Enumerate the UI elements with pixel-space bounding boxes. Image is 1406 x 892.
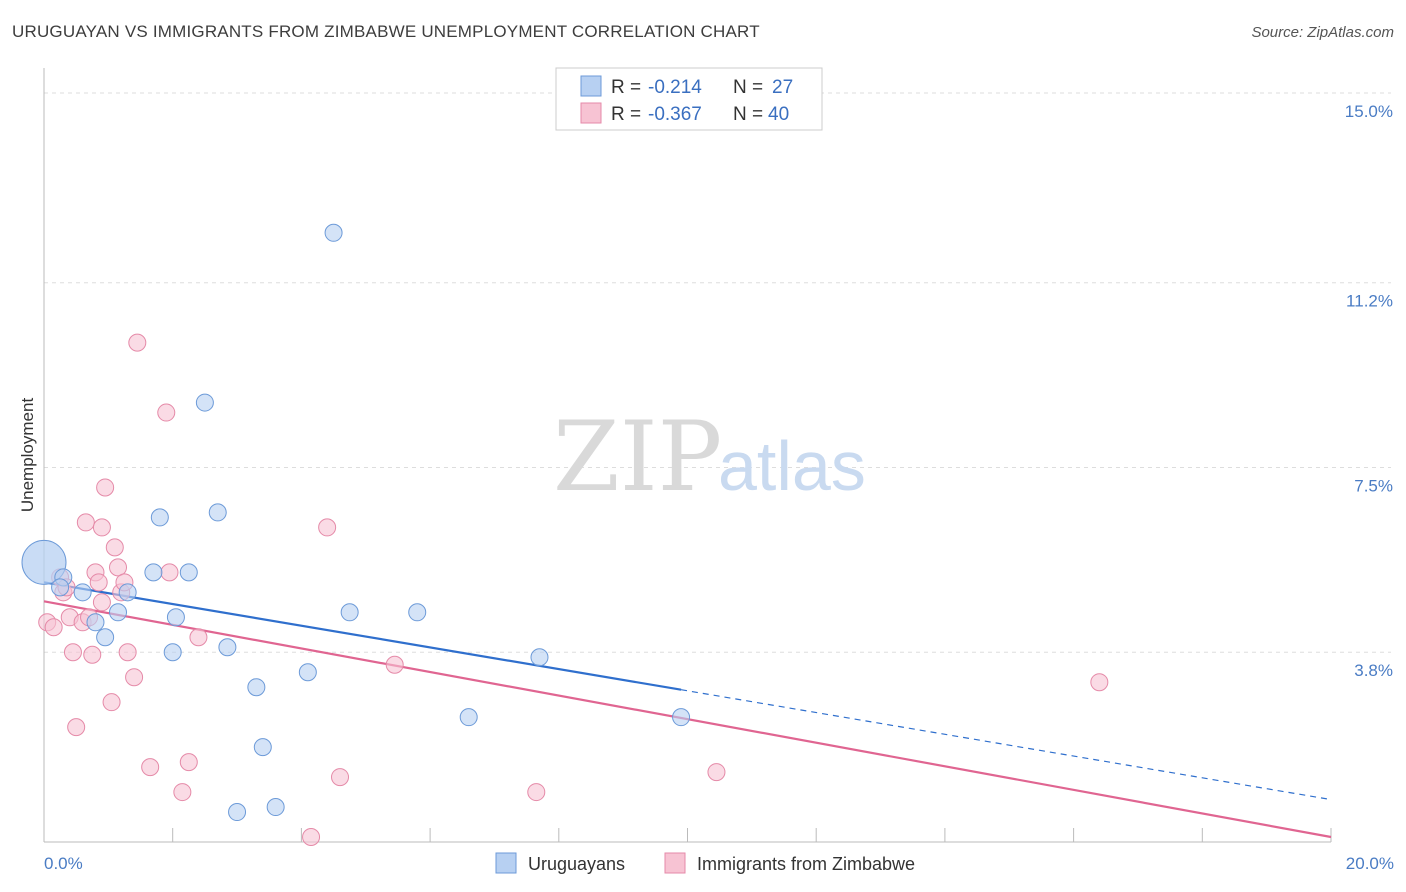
point-zimbabwe-37 — [1090, 673, 1109, 692]
point-uruguayans-9 — [150, 508, 169, 527]
point-uruguayans-10 — [163, 643, 182, 662]
point-zimbabwe-15 — [92, 518, 111, 537]
legend-n-label-2: N = — [733, 104, 763, 125]
y-tick-label-2: 11.2% — [1346, 292, 1393, 311]
y-axis-label: Unemployment — [18, 398, 37, 513]
watermark-atlas: atlas — [718, 427, 866, 505]
point-zimbabwe-17 — [102, 693, 121, 712]
y-tick-label-3: 15.0% — [1345, 102, 1393, 121]
point-zimbabwe-33 — [331, 768, 350, 787]
point-uruguayans-18 — [228, 803, 247, 822]
point-uruguayans-26 — [672, 708, 691, 727]
point-uruguayans-20 — [298, 663, 317, 682]
point-zimbabwe-30 — [189, 628, 208, 647]
legend-r-value-1: -0.214 — [648, 77, 702, 98]
point-zimbabwe-29 — [179, 753, 198, 772]
point-uruguayans-2 — [51, 578, 70, 597]
point-uruguayans-13 — [195, 393, 214, 412]
point-zimbabwe-9 — [76, 513, 95, 532]
point-uruguayans-7 — [118, 583, 137, 602]
chart-title: URUGUAYAN VS IMMIGRANTS FROM ZIMBABWE UN… — [12, 22, 760, 41]
point-uruguayans-25 — [530, 648, 549, 667]
point-zimbabwe-22 — [118, 643, 137, 662]
point-zimbabwe-7 — [67, 718, 86, 737]
point-zimbabwe-31 — [302, 828, 321, 847]
point-zimbabwe-26 — [157, 403, 176, 422]
point-zimbabwe-18 — [105, 538, 124, 557]
grid-lines — [44, 92, 1391, 653]
point-uruguayans-14 — [208, 503, 227, 522]
point-zimbabwe-27 — [160, 563, 179, 582]
point-uruguayans-11 — [166, 608, 185, 627]
y-tick-label-1: 7.5% — [1354, 476, 1393, 495]
bottom-legend-label-uruguayans: Uruguayans — [528, 854, 625, 874]
point-zimbabwe-16 — [96, 478, 115, 497]
series-uruguayans-points — [21, 223, 691, 822]
legend-r-label-1: R = — [611, 77, 641, 98]
bottom-legend-swatch-blue — [495, 852, 517, 874]
point-uruguayans-8 — [144, 563, 163, 582]
bottom-legend-label-zimbabwe: Immigrants from Zimbabwe — [697, 854, 915, 874]
point-uruguayans-16 — [247, 678, 266, 697]
point-uruguayans-0 — [21, 539, 67, 585]
trend-lines — [43, 581, 1332, 839]
y-tick-labels: 3.8% 7.5% 11.2% 15.0% — [1345, 102, 1393, 680]
legend-n-label-1: N = — [733, 77, 763, 98]
legend-r-label-2: R = — [611, 104, 641, 125]
point-uruguayans-6 — [96, 628, 115, 647]
legend-n-value-1: 27 — [772, 77, 793, 98]
point-uruguayans-4 — [86, 613, 105, 632]
point-zimbabwe-14 — [92, 593, 111, 612]
point-zimbabwe-6 — [63, 643, 82, 662]
watermark-zip: ZIP — [553, 401, 722, 513]
point-uruguayans-5 — [109, 603, 128, 622]
point-zimbabwe-23 — [125, 668, 144, 687]
point-uruguayans-3 — [73, 583, 92, 602]
series-legend: Uruguayans Immigrants from Zimbabwe — [495, 852, 915, 874]
correlation-legend: R = -0.214 N = 27 R = -0.367 N = 40 — [555, 67, 823, 131]
x-ticks — [43, 828, 1332, 842]
point-uruguayans-19 — [266, 798, 285, 817]
point-uruguayans-12 — [179, 563, 198, 582]
legend-n-value-2: 40 — [768, 104, 789, 125]
point-zimbabwe-36 — [707, 763, 726, 782]
point-uruguayans-23 — [408, 603, 427, 622]
point-uruguayans-15 — [218, 638, 237, 657]
point-uruguayans-17 — [253, 738, 272, 757]
point-zimbabwe-32 — [318, 518, 337, 537]
y-tick-label-0: 3.8% — [1354, 661, 1393, 680]
point-zimbabwe-34 — [385, 655, 404, 674]
source-label: Source: ZipAtlas.com — [1251, 24, 1394, 41]
series-zimbabwe-points — [38, 333, 1109, 847]
point-zimbabwe-35 — [527, 783, 546, 802]
bottom-legend-swatch-pink — [664, 852, 686, 874]
legend-swatch-pink — [580, 102, 602, 124]
point-uruguayans-22 — [340, 603, 359, 622]
point-uruguayans-24 — [459, 708, 478, 727]
point-zimbabwe-11 — [83, 645, 102, 664]
legend-r-value-2: -0.367 — [648, 104, 702, 125]
point-zimbabwe-19 — [109, 558, 128, 577]
x-tick-label-min: 0.0% — [44, 854, 83, 873]
trendline-uruguayans-extension — [680, 689, 1332, 801]
point-zimbabwe-28 — [173, 783, 192, 802]
point-zimbabwe-13 — [89, 573, 108, 592]
x-tick-label-max: 20.0% — [1346, 854, 1394, 873]
legend-swatch-blue — [580, 75, 602, 97]
point-zimbabwe-1 — [44, 618, 63, 637]
point-uruguayans-21 — [324, 223, 343, 242]
point-zimbabwe-25 — [141, 758, 160, 777]
trendline-uruguayans — [43, 581, 682, 691]
point-zimbabwe-24 — [128, 333, 147, 352]
